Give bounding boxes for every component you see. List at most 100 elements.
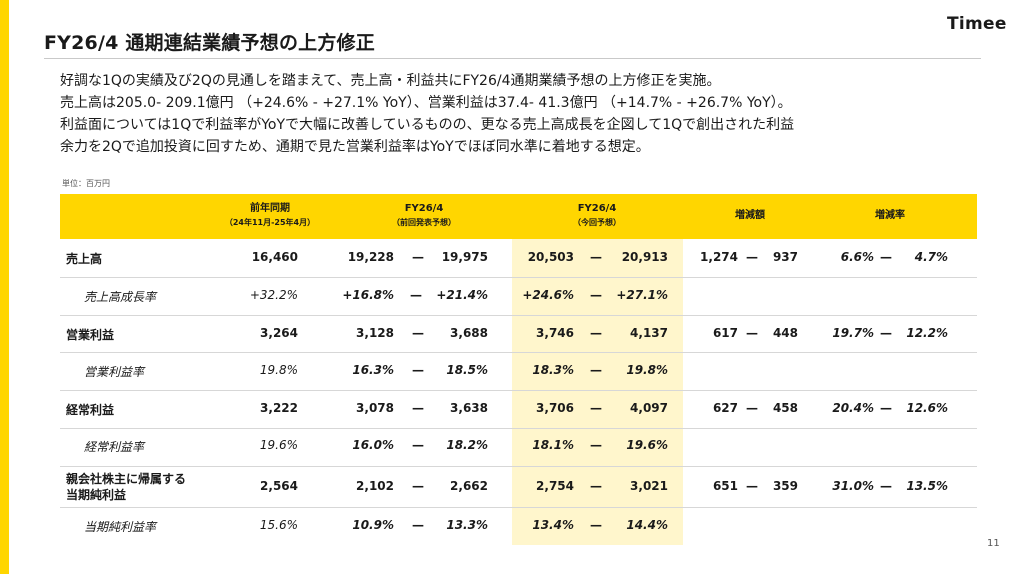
cell-cur-low: 20,503 <box>527 250 574 264</box>
cell-cur-low: 13.4% <box>532 518 574 532</box>
cell-dash: — <box>590 479 602 493</box>
cell-prior: 3,264 <box>260 326 298 340</box>
cell-dash: — <box>746 250 758 264</box>
row-label-net-margin: 当期純利益率 <box>84 520 157 534</box>
row-label-revenue-growth: 売上高成長率 <box>84 290 157 304</box>
cell-cur-low: 2,754 <box>536 479 574 493</box>
cell-cur-low: 3,706 <box>536 401 574 415</box>
cell-prev-high: 3,688 <box>450 326 488 340</box>
row-label-net-income-line2: 当期純利益 <box>66 488 127 502</box>
cell-dash: — <box>746 401 758 415</box>
cell-dash: — <box>590 518 602 532</box>
cell-change-amount-a: 1,274 <box>700 250 738 264</box>
header-prior: 前年同期 （24年11月-25年4月） <box>200 202 340 230</box>
cell-dash: — <box>412 438 424 452</box>
cell-prev-high: 13.3% <box>446 518 488 532</box>
cell-dash: — <box>590 363 602 377</box>
cell-prev-low: 19,228 <box>347 250 394 264</box>
row-label-net-income-line1: 親会社株主に帰属する <box>66 472 187 486</box>
cell-prior: 19.8% <box>259 363 298 377</box>
cell-change-rate-a: 6.6% <box>840 250 874 264</box>
unit-label: 単位：百万円 <box>62 179 110 188</box>
cell-cur-high: 14.4% <box>626 518 668 532</box>
cell-change-rate-b: 12.2% <box>906 326 948 340</box>
cell-prev-high: 19,975 <box>441 250 488 264</box>
table-header-bar <box>60 194 977 239</box>
cell-change-amount-a: 651 <box>712 479 738 493</box>
cell-dash: — <box>880 326 892 340</box>
cell-prev-low: 3,128 <box>356 326 394 340</box>
cell-prev-high: 3,638 <box>450 401 488 415</box>
intro-line: 好調な1Qの実績及び2Qの見通しを踏まえて、売上高・利益共にFY26/4通期業績… <box>60 73 721 89</box>
cell-dash: — <box>590 250 602 264</box>
page-number: 11 <box>987 538 1000 549</box>
cell-dash: — <box>880 250 892 264</box>
cell-prior: 15.6% <box>259 518 298 532</box>
cell-dash: — <box>880 479 892 493</box>
row-label-revenue: 売上高 <box>66 252 103 266</box>
header-prev-forecast: FY26/4 （前回発表予想） <box>354 202 494 230</box>
header-current-forecast-label: FY26/4 <box>577 203 617 214</box>
cell-change-amount-b: 937 <box>772 250 798 264</box>
intro-line: 利益面については1Qで利益率がYoYで大幅に改善しているものの、更なる売上高成長… <box>60 117 795 133</box>
header-prior-label: 前年同期 <box>250 203 290 214</box>
cell-dash: — <box>746 326 758 340</box>
cell-prev-low: 10.9% <box>352 518 394 532</box>
cell-cur-low: 18.1% <box>532 438 574 452</box>
cell-prev-low: 2,102 <box>356 479 394 493</box>
header-current-forecast: FY26/4 （今回予想） <box>527 202 667 230</box>
cell-dash: — <box>410 288 422 302</box>
header-prev-forecast-label: FY26/4 <box>404 203 444 214</box>
intro-line: 余力を2Qで追加投資に回すため、通期で見た営業利益率はYoYでほぼ同水準に着地す… <box>60 139 650 155</box>
cell-prev-low: 3,078 <box>356 401 394 415</box>
cell-cur-low: +24.6% <box>522 288 574 302</box>
cell-prev-high: 18.2% <box>446 438 488 452</box>
cell-prev-high: 18.5% <box>446 363 488 377</box>
cell-prior: 2,564 <box>260 479 298 493</box>
cell-cur-high: 4,137 <box>630 326 668 340</box>
row-label-ordinary-margin: 経常利益率 <box>84 440 145 454</box>
intro-line: 売上高は205.0- 209.1億円 （+24.6% - +27.1% YoY）… <box>60 95 792 111</box>
cell-dash: — <box>412 401 424 415</box>
row-label-operating-profit: 営業利益 <box>66 328 115 342</box>
row-divider <box>60 277 977 278</box>
cell-dash: — <box>412 518 424 532</box>
cell-dash: — <box>412 326 424 340</box>
header-prev-forecast-sub: （前回発表予想） <box>392 218 456 227</box>
cell-cur-low: 18.3% <box>532 363 574 377</box>
cell-dash: — <box>746 479 758 493</box>
timee-logo: Timee <box>947 14 1007 34</box>
cell-change-rate-a: 31.0% <box>832 479 874 493</box>
cell-change-rate-b: 4.7% <box>914 250 948 264</box>
cell-cur-high: 20,913 <box>621 250 668 264</box>
cell-dash: — <box>590 401 602 415</box>
cell-prior: 16,460 <box>251 250 298 264</box>
cell-prev-high: 2,662 <box>450 479 488 493</box>
cell-change-amount-a: 617 <box>712 326 738 340</box>
cell-prev-high: +21.4% <box>436 288 488 302</box>
cell-prev-low: +16.8% <box>342 288 394 302</box>
cell-cur-high: 3,021 <box>630 479 668 493</box>
row-divider <box>60 315 977 316</box>
cell-change-rate-a: 19.7% <box>832 326 874 340</box>
current-forecast-highlight <box>512 239 683 545</box>
row-label-ordinary-profit: 経常利益 <box>66 403 115 417</box>
row-divider <box>60 466 977 467</box>
cell-dash: — <box>412 250 424 264</box>
cell-change-rate-b: 13.5% <box>906 479 948 493</box>
cell-dash: — <box>880 401 892 415</box>
cell-cur-high: 19.8% <box>626 363 668 377</box>
cell-cur-low: 3,746 <box>536 326 574 340</box>
intro-text: 好調な1Qの実績及び2Qの見通しを踏まえて、売上高・利益共にFY26/4通期業績… <box>60 70 990 158</box>
cell-dash: — <box>590 438 602 452</box>
header-current-forecast-sub: （今回予想） <box>573 218 621 227</box>
header-change-amount: 増減額 <box>735 210 765 221</box>
title-divider <box>44 58 981 59</box>
cell-cur-high: 19.6% <box>626 438 668 452</box>
cell-change-amount-b: 359 <box>772 479 798 493</box>
cell-change-amount-b: 458 <box>772 401 798 415</box>
cell-change-amount-b: 448 <box>772 326 798 340</box>
row-label-net-income: 親会社株主に帰属する 当期純利益 <box>66 471 186 503</box>
cell-dash: — <box>412 363 424 377</box>
cell-prev-low: 16.3% <box>352 363 394 377</box>
